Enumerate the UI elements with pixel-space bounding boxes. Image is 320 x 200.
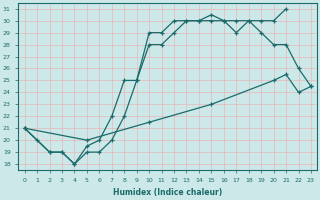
X-axis label: Humidex (Indice chaleur): Humidex (Indice chaleur) xyxy=(113,188,222,197)
